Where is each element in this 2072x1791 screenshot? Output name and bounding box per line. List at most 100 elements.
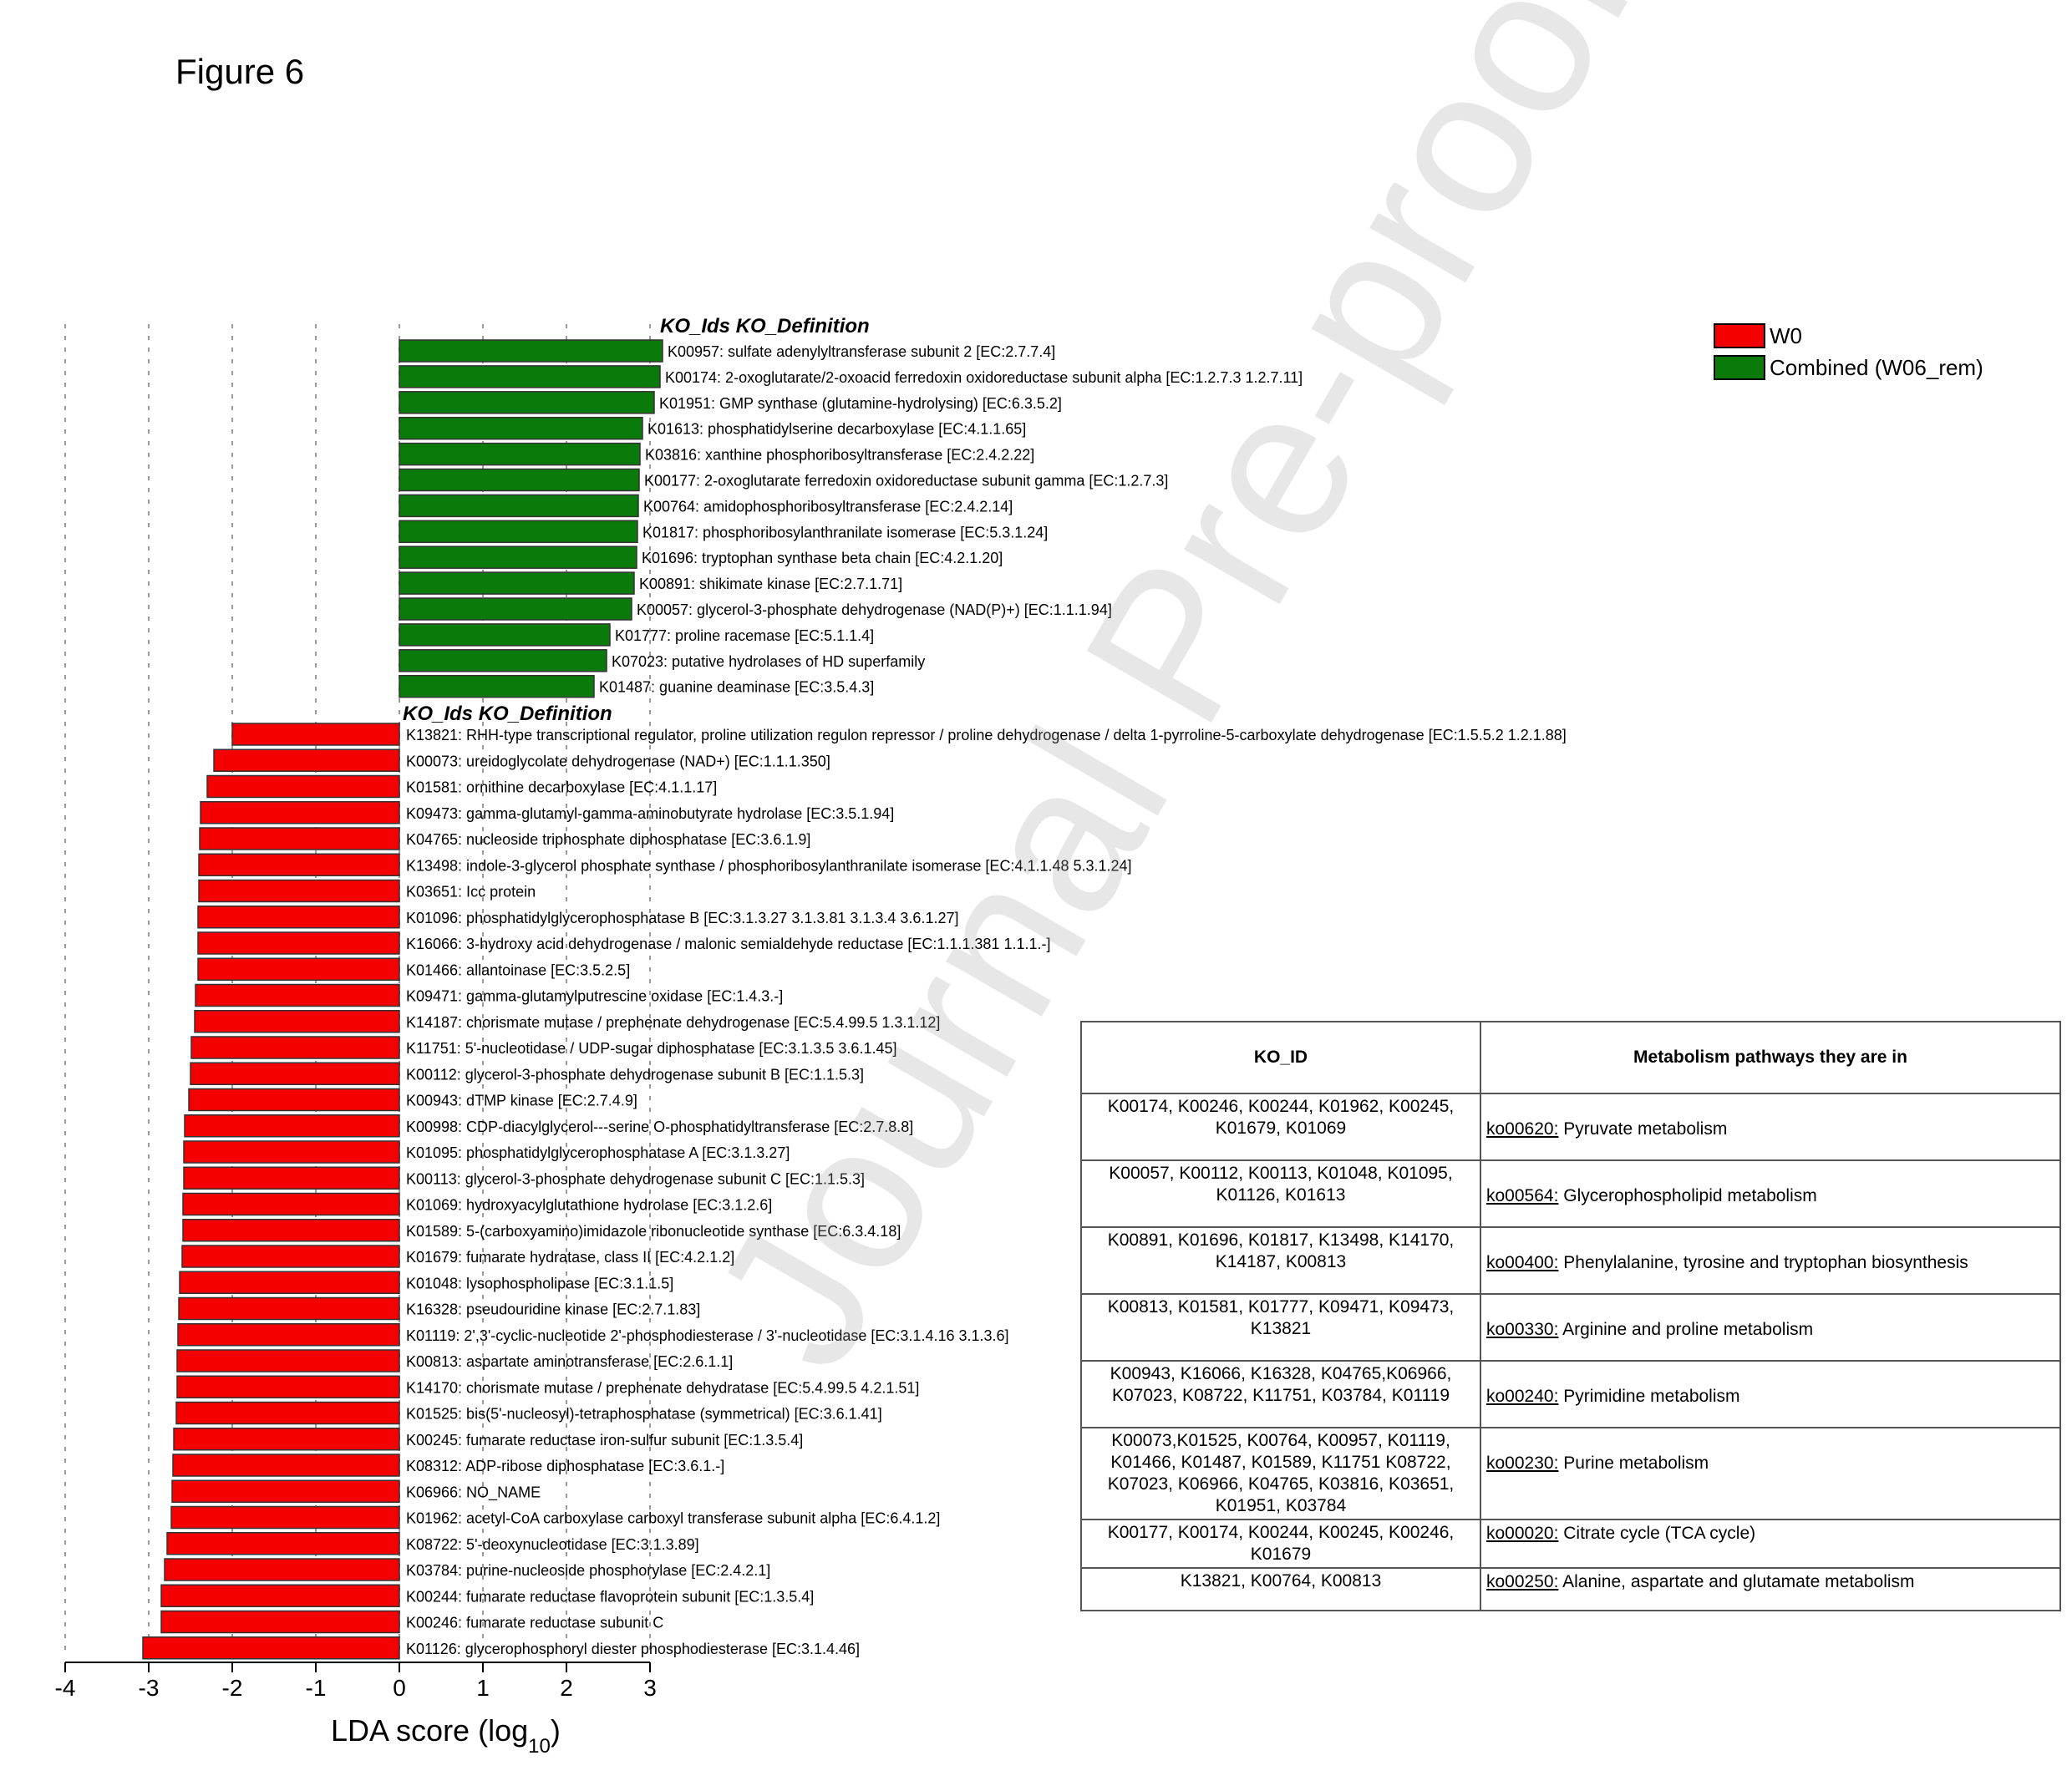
bar-label: K11751: 5'-nucleotidase / UDP-sugar diph…: [406, 1040, 896, 1057]
bar: [399, 416, 643, 440]
bar: [399, 442, 641, 466]
table-header-row: KO_ID Metabolism pathways they are in: [1080, 1021, 2061, 1094]
bar-label: K03816: xanthine phosphoribosyltransfera…: [645, 447, 1034, 464]
bar-label: K00177: 2-oxoglutarate ferredoxin oxidor…: [644, 473, 1168, 490]
ko-pathway-link[interactable]: ko00330:: [1486, 1320, 1559, 1339]
bar-label: K01525: bis(5'-nucleosyl)-tetraphosphata…: [406, 1406, 882, 1423]
pathway-name: Glycerophospholipid metabolism: [1563, 1186, 1817, 1205]
table-row: K00813, K01581, K01777, K09471, K09473, …: [1080, 1293, 2061, 1362]
bar: [399, 623, 611, 647]
bar-label: K00891: shikimate kinase [EC:2.7.1.71]: [639, 576, 902, 592]
bar-label: K04765: nucleoside triphosphate diphosph…: [406, 831, 810, 848]
ko-ids-cell: K00943, K16066, K16328, K04765,K06966, K…: [1080, 1360, 1481, 1428]
bar-label: K08312: ADP-ribose diphosphatase [EC:3.6…: [406, 1458, 724, 1474]
ko-pathway-link[interactable]: ko00250:: [1486, 1572, 1559, 1591]
bar-label: K01962: acetyl-CoA carboxylase carboxyl …: [406, 1510, 940, 1527]
bar: [399, 571, 635, 595]
table-header-pathways: Metabolism pathways they are in: [1480, 1021, 2061, 1094]
bar: [183, 1166, 400, 1190]
bar-label: K13821: RHH-type transcriptional regulat…: [406, 727, 1567, 743]
bar: [213, 748, 400, 772]
pathway-name: Alanine, aspartate and glutamate metabol…: [1562, 1572, 1915, 1591]
section-header-green: KO_Ids KO_Definition: [660, 315, 870, 337]
bar: [172, 1454, 400, 1477]
section-header-red: KO_Ids KO_Definition: [403, 703, 612, 725]
bar: [183, 1140, 400, 1164]
ko-ids-cell: K00891, K01696, K01817, K13498, K14170, …: [1080, 1226, 1481, 1295]
bar-label: K00073: ureidoglycolate dehydrogenase (N…: [406, 753, 830, 769]
table-row: K13821, K00764, K00813 ko00250: Alanine, …: [1080, 1567, 2061, 1611]
bar: [166, 1532, 400, 1555]
bar-group: [142, 339, 663, 1660]
bar: [399, 468, 640, 492]
pathway-cell: ko00240: Pyrimidine metabolism: [1480, 1360, 2061, 1428]
bar-label: K16328: pseudouridine kinase [EC:2.7.1.8…: [406, 1301, 700, 1318]
bar: [190, 1062, 400, 1085]
bar: [199, 827, 400, 850]
bar: [194, 1010, 400, 1033]
bar-label: K01581: ornithine decarboxylase [EC:4.1.…: [406, 779, 717, 796]
ko-ids-cell: K00813, K01581, K01777, K09471, K09473, …: [1080, 1293, 1481, 1362]
legend-label: Combined (W06_rem): [1770, 355, 1983, 380]
bar: [170, 1505, 400, 1530]
bar: [173, 1428, 400, 1451]
bar: [399, 391, 655, 414]
ko-pathway-link[interactable]: ko00400:: [1486, 1253, 1559, 1272]
bar: [182, 1192, 400, 1216]
bar-labels: KO_Ids KO_Definition KO_Ids KO_Definition…: [403, 315, 1567, 1657]
bar: [399, 649, 607, 672]
figure-title: Figure 6: [175, 52, 305, 91]
bar: [399, 674, 595, 698]
ko-ids-cell: K00057, K00112, K00113, K01048, K01095, …: [1080, 1159, 1481, 1228]
x-tick-label: -4: [55, 1675, 76, 1701]
pathway-cell: ko00330: Arginine and proline metabolism: [1480, 1293, 2061, 1362]
bar-label: K01696: tryptophan synthase beta chain […: [642, 550, 1003, 566]
x-tick-label: 1: [476, 1675, 490, 1701]
bar: [160, 1584, 400, 1607]
ko-pathway-link[interactable]: ko00020:: [1486, 1524, 1559, 1543]
bar: [399, 365, 661, 388]
bar-label: K00957: sulfate adenylyltransferase subu…: [668, 343, 1055, 360]
ko-pathway-link[interactable]: ko00240:: [1486, 1387, 1559, 1406]
bar: [399, 520, 638, 544]
bar-label: K00943: dTMP kinase [EC:2.7.4.9]: [406, 1093, 637, 1109]
x-axis: -4 -3 -2 -1 0 1 2 3 LDA score (log10): [55, 1662, 657, 1758]
x-tick-label: -2: [222, 1675, 243, 1701]
bar: [177, 1323, 400, 1347]
x-tick-label: 2: [560, 1675, 573, 1701]
bar-label: K00246: fumarate reductase subunit C: [406, 1615, 663, 1631]
bar-label: K01126: glycerophosphoryl diester phosph…: [406, 1641, 860, 1657]
bar: [399, 339, 663, 363]
pathway-cell: ko00564: Glycerophospholipid metabolism: [1480, 1159, 2061, 1228]
ko-ids-cell: K00174, K00246, K00244, K01962, K00245, …: [1080, 1093, 1481, 1161]
bar-label: K03784: purine-nucleoside phosphorylase …: [406, 1562, 770, 1579]
bar-label: K01613: phosphatidylserine decarboxylase…: [648, 421, 1026, 438]
bar-label: K01951: GMP synthase (glutamine-hydrolys…: [659, 395, 1062, 412]
ko-pathway-link[interactable]: ko00230:: [1486, 1454, 1559, 1473]
bar-label: K00245: fumarate reductase iron-sulfur s…: [406, 1432, 803, 1449]
ko-ids-cell: K13821, K00764, K00813: [1080, 1567, 1481, 1611]
bar-label: K00174: 2-oxoglutarate/2-oxoacid ferredo…: [665, 369, 1303, 386]
bar: [399, 494, 639, 518]
bar: [171, 1479, 400, 1503]
bar-label: K09471: gamma-glutamylputrescine oxidase…: [406, 988, 783, 1005]
bar: [179, 1271, 400, 1294]
ko-pathway-link[interactable]: ko00564:: [1486, 1186, 1559, 1205]
x-tick-label: 3: [643, 1675, 657, 1701]
bar: [164, 1558, 400, 1581]
bar: [160, 1610, 400, 1634]
bar-label: K07023: putative hydrolases of HD superf…: [612, 653, 925, 670]
bar-label: K01679: fumarate hydratase, class II [EC…: [406, 1249, 734, 1266]
x-tick-label: 0: [393, 1675, 406, 1701]
table-row: K00177, K00174, K00244, K00245, K00246, …: [1080, 1519, 2061, 1569]
bar: [184, 1114, 400, 1138]
table-row: K00073,K01525, K00764, K00957, K01119, K…: [1080, 1427, 2061, 1520]
bar-label: K14170: chorismate mutase / prephenate d…: [406, 1379, 919, 1396]
pathway-cell: ko00020: Citrate cycle (TCA cycle): [1480, 1519, 2061, 1569]
bar-label: K01589: 5-(carboxyamino)imidazole ribonu…: [406, 1223, 901, 1240]
bar-label: K16066: 3-hydroxy acid dehydrogenase / m…: [406, 936, 1050, 952]
ko-pathway-link[interactable]: ko00620:: [1486, 1119, 1559, 1139]
bar: [399, 545, 637, 569]
table-row: K00174, K00246, K00244, K01962, K00245, …: [1080, 1093, 2061, 1161]
